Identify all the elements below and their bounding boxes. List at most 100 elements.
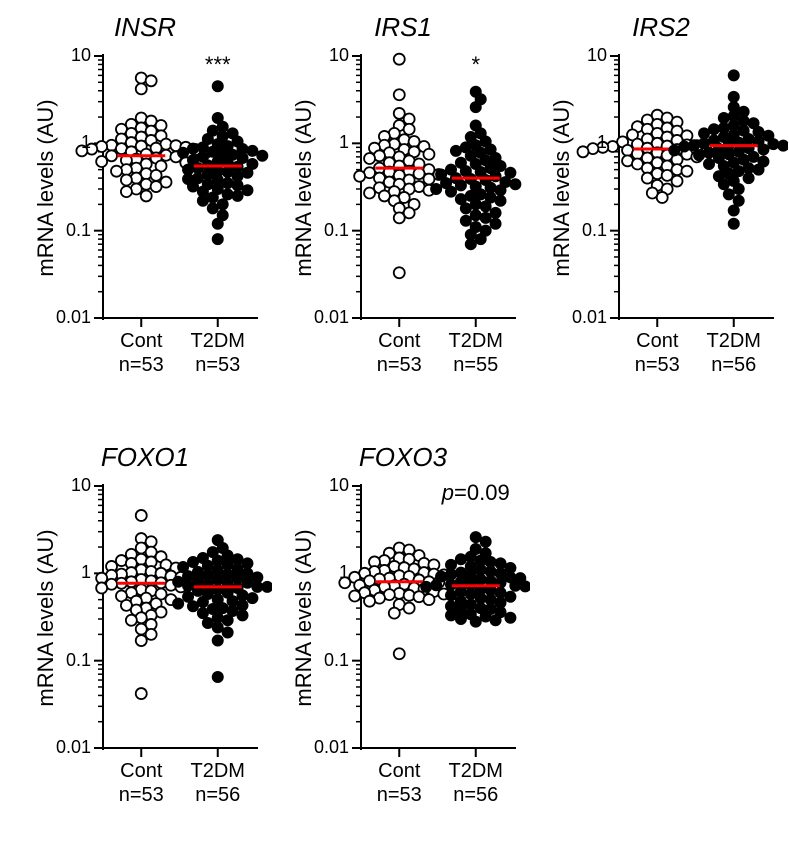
data-point xyxy=(389,608,400,619)
data-point xyxy=(490,207,501,218)
data-point xyxy=(505,591,516,602)
data-point xyxy=(136,83,147,94)
data-point xyxy=(470,199,481,210)
data-point xyxy=(96,156,107,167)
data-point xyxy=(505,612,516,623)
significance-annotation: p=0.09 xyxy=(426,480,526,506)
ytick-label: 0.1 xyxy=(299,220,349,241)
data-point xyxy=(748,151,759,162)
data-point xyxy=(242,185,253,196)
ytick-label: 0.1 xyxy=(41,650,91,671)
data-point xyxy=(450,145,461,156)
data-point xyxy=(178,147,189,158)
data-point xyxy=(475,189,486,200)
significance-annotation: *** xyxy=(168,52,268,78)
panel-foxo1: FOXO1mRNA levels (AU)0.010.1110Contn=53T… xyxy=(18,438,272,838)
data-point xyxy=(520,581,530,592)
ytick-label: 0.01 xyxy=(41,307,91,328)
panel-irs1: IRS1mRNA levels (AU)0.010.1110Contn=53T2… xyxy=(276,8,530,408)
data-point xyxy=(151,170,162,181)
data-point xyxy=(136,688,147,699)
x-category-label: T2DM xyxy=(431,330,521,353)
data-point xyxy=(728,70,739,81)
ytick-label: 0.1 xyxy=(41,220,91,241)
ytick-label: 1 xyxy=(299,132,349,153)
data-point xyxy=(480,201,491,212)
panel-foxo3: FOXO3mRNA levels (AU)0.010.1110Contn=53T… xyxy=(276,438,530,838)
data-point xyxy=(421,581,432,592)
ytick-label: 1 xyxy=(299,562,349,583)
data-point xyxy=(121,186,132,197)
data-point xyxy=(257,150,268,161)
data-point xyxy=(96,582,107,593)
data-point xyxy=(495,195,506,206)
data-point xyxy=(212,81,223,92)
x-category-label: T2DM xyxy=(431,760,521,783)
data-point xyxy=(192,575,203,586)
data-point xyxy=(704,147,715,158)
ytick-label: 0.1 xyxy=(557,220,607,241)
data-point xyxy=(173,576,184,587)
data-point xyxy=(121,175,132,186)
data-point xyxy=(192,163,203,174)
data-point xyxy=(480,611,491,622)
data-point xyxy=(470,532,481,543)
x-category-label: T2DM xyxy=(689,330,779,353)
data-point xyxy=(136,510,147,521)
data-point xyxy=(733,166,744,177)
data-point xyxy=(669,145,680,156)
data-point xyxy=(475,593,486,604)
significance-annotation: * xyxy=(426,52,526,78)
data-point xyxy=(222,615,233,626)
data-point xyxy=(495,161,506,172)
data-point xyxy=(173,598,184,609)
data-point xyxy=(197,608,208,619)
data-point xyxy=(354,171,365,182)
data-point xyxy=(183,580,194,591)
data-point xyxy=(733,195,744,206)
data-point xyxy=(495,558,506,569)
data-point xyxy=(460,215,471,226)
data-point xyxy=(475,234,486,245)
data-point xyxy=(423,174,434,185)
data-point xyxy=(207,192,218,203)
ytick-label: 0.01 xyxy=(299,737,349,758)
data-point xyxy=(232,190,243,201)
x-category-label: T2DM xyxy=(173,330,263,353)
data-point xyxy=(394,54,405,65)
x-category-n: n=56 xyxy=(431,784,521,807)
data-point xyxy=(212,218,223,229)
data-point xyxy=(465,588,476,599)
data-point xyxy=(689,140,700,151)
data-point xyxy=(470,616,481,627)
data-point xyxy=(768,139,779,150)
data-point xyxy=(237,600,248,611)
data-point xyxy=(460,203,471,214)
panel-irs2: IRS2mRNA levels (AU)0.010.1110Contn=53T2… xyxy=(534,8,788,408)
data-point xyxy=(490,171,501,182)
data-point xyxy=(455,180,466,191)
data-point xyxy=(394,648,405,659)
ytick-label: 10 xyxy=(41,475,91,496)
data-point xyxy=(242,577,253,588)
data-point xyxy=(237,610,248,621)
data-point xyxy=(141,190,152,201)
data-point xyxy=(404,603,415,614)
data-point xyxy=(753,164,764,175)
data-point xyxy=(242,167,253,178)
ytick-label: 10 xyxy=(41,45,91,66)
data-point xyxy=(657,192,668,203)
data-point xyxy=(394,267,405,278)
data-point xyxy=(202,617,213,628)
ytick-label: 0.01 xyxy=(41,737,91,758)
data-point xyxy=(151,181,162,192)
data-point xyxy=(510,580,521,591)
ytick-label: 10 xyxy=(299,475,349,496)
data-point xyxy=(672,176,683,187)
data-point xyxy=(694,150,705,161)
data-point xyxy=(146,75,157,86)
x-category-n: n=55 xyxy=(431,354,521,377)
data-point xyxy=(232,180,243,191)
data-point xyxy=(242,558,253,569)
data-point xyxy=(188,181,199,192)
